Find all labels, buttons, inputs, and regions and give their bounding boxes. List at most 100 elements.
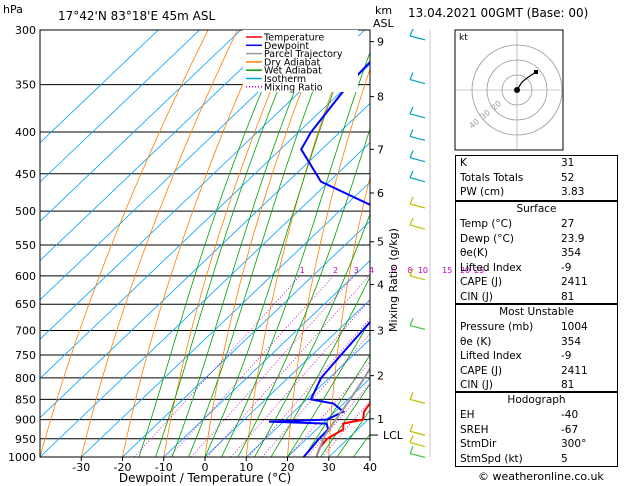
dry-adiabat-line [204, 30, 326, 457]
wind-barb [409, 113, 426, 119]
x-tick-label: -20 [114, 461, 132, 474]
mu-value: -9 [561, 350, 572, 362]
mixing-ratio-label: 1 [300, 266, 305, 275]
wet-adiabat-line [336, 409, 370, 457]
surface-label: Dewp (°C) [460, 232, 514, 245]
footer-credit: © weatheronline.co.uk [478, 470, 604, 483]
mu-value: 2411 [561, 364, 588, 377]
pressure-tick-label: 300 [15, 24, 36, 37]
wind-barb-flag [409, 196, 414, 205]
surface-row: Lifted Index -9 [456, 261, 617, 276]
hodo-value: -40 [561, 409, 579, 421]
wet-adiabat-line [171, 30, 320, 457]
mu-value: 354 [561, 335, 582, 348]
x-tick-label: 0 [202, 461, 209, 474]
mixing-ratio-line [230, 299, 370, 457]
mu-row: θe (K) 354 [456, 335, 617, 350]
surface-value: 81 [561, 290, 575, 303]
wind-barb [409, 203, 426, 209]
hodo-row: EH -40 [456, 408, 617, 423]
mixing-ratio-label: 2 [333, 266, 338, 275]
pressure-tick-label: 900 [15, 414, 36, 427]
dry-adiabat-line [40, 30, 209, 457]
mixing-ratio-label: 10 [418, 266, 428, 275]
hodo-value: -67 [561, 423, 579, 436]
surface-title: Surface [516, 203, 557, 215]
x-tick-label: 40 [363, 461, 377, 474]
pressure-tick-label: 1000 [8, 451, 36, 464]
index-row-k: K 31 [456, 156, 617, 171]
dry-adiabat-line [80, 30, 238, 457]
dry-adiabat-line [163, 30, 297, 457]
legend-label: Dewpoint [264, 41, 309, 52]
mu-row: Lifted Index -9 [456, 349, 617, 364]
wind-barb [409, 324, 426, 330]
mu-label: Pressure (mb) [460, 321, 534, 333]
surface-row: θe(K) 354 [456, 246, 617, 261]
wind-barb [409, 398, 426, 404]
mu-row: CAPE (J) 2411 [456, 364, 617, 379]
mixing-ratio-label: 25 [474, 266, 484, 275]
mixing-ratio-label: 8 [407, 266, 412, 275]
surface-value: 23.9 [561, 232, 585, 245]
wind-barb-flag [409, 28, 414, 37]
hodograph-origin [514, 87, 520, 93]
isotherm-line [40, 63, 370, 379]
surface-row: CAPE (J) 2411 [456, 275, 617, 290]
index-row-pw: PW (cm) 3.83 [456, 185, 617, 200]
pressure-tick-label: 350 [15, 79, 36, 92]
wet-adiabat-line [254, 213, 370, 457]
surface-label: CIN (J) [460, 290, 493, 303]
km-tick-label: 6 [377, 187, 384, 200]
hodo-label: SREH [460, 423, 489, 436]
mixing-ratio-label: 15 [442, 266, 452, 275]
pressure-tick-label: 950 [15, 433, 36, 446]
most-unstable-title: Most Unstable [499, 306, 574, 318]
wind-barb [409, 135, 426, 142]
wind-barb [409, 157, 426, 163]
legend-label: Dry Adiabat [264, 57, 321, 68]
mixing-ratio-line [207, 275, 370, 457]
index-value: 3.83 [561, 186, 585, 198]
legend-label: Temperature [263, 33, 324, 44]
wind-barb [409, 177, 426, 183]
isotherm-line [40, 30, 159, 144]
wind-barb-flag [409, 170, 414, 178]
x-tick-label: 10 [239, 461, 253, 474]
surface-row: Dewp (°C) 23.9 [456, 232, 617, 247]
mixing-ratio-line [134, 275, 301, 457]
legend-label: Parcel Trajectory [264, 49, 343, 60]
surface-value: 27 [561, 218, 575, 230]
mu-value: 81 [561, 379, 575, 391]
isotherm-line [40, 142, 370, 457]
wind-barb-flag [409, 106, 414, 115]
pressure-tick-label: 450 [15, 168, 36, 181]
mixing-ratio-axis-label: Mixing Ratio (g/kg) [387, 228, 400, 332]
wind-barb [409, 452, 426, 459]
index-value: 31 [561, 157, 575, 169]
hodo-label: StmDir [460, 438, 497, 450]
wind-barb [409, 441, 426, 448]
km-tick-label: 4 [377, 279, 384, 292]
surface-value: 2411 [561, 276, 588, 288]
pressure-tick-label: 650 [15, 298, 36, 311]
mu-row: Pressure (mb) 1004 [456, 320, 617, 335]
asl-unit-label: ASL [373, 17, 395, 30]
hodo-row: StmSpd (kt) 5 [456, 452, 617, 467]
wet-adiabat-line [221, 51, 370, 457]
mu-label: θe (K) [460, 335, 492, 348]
legend-background [243, 30, 358, 92]
mixing-ratio-label: 20 [460, 266, 470, 275]
pressure-tick-label: 500 [15, 205, 36, 218]
mu-label: CIN (J) [460, 379, 493, 391]
hodo-row: StmDir 300° [456, 437, 617, 452]
pressure-tick-label: 850 [15, 393, 36, 406]
km-tick-label: 8 [377, 91, 384, 104]
wind-barb [409, 275, 426, 281]
wind-barb [409, 35, 426, 41]
dry-adiabat-line [245, 30, 355, 457]
isotherm-line [40, 30, 242, 222]
pressure-tick-label: 800 [15, 372, 36, 385]
mu-label: CAPE (J) [460, 364, 503, 377]
wind-barb-flag [409, 150, 414, 158]
